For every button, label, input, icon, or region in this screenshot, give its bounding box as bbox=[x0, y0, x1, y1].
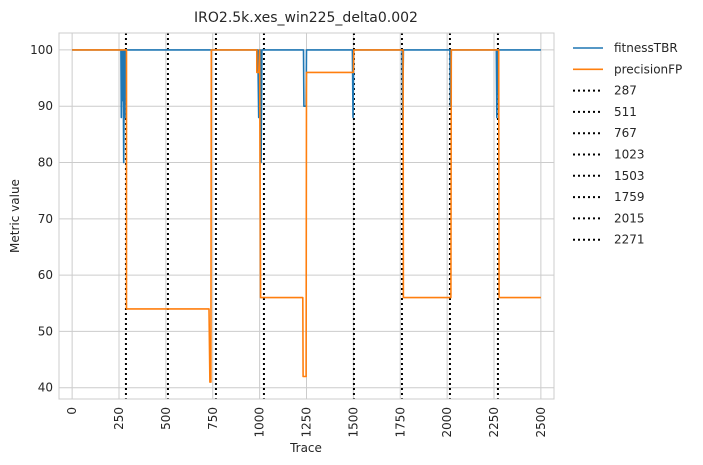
x-tick-label: 1250 bbox=[300, 407, 314, 438]
x-axis-label: Trace bbox=[289, 441, 322, 455]
x-tick-label: 1500 bbox=[346, 407, 360, 438]
x-tick-label: 1000 bbox=[253, 407, 267, 438]
legend-label-2015: 2015 bbox=[614, 211, 645, 225]
legend-label-1023: 1023 bbox=[614, 148, 645, 162]
legend-label-287: 287 bbox=[614, 84, 637, 98]
x-tick-label: 2500 bbox=[534, 407, 548, 438]
y-tick-label: 80 bbox=[38, 156, 53, 170]
legend-label-1759: 1759 bbox=[614, 190, 645, 204]
y-tick-label: 90 bbox=[38, 99, 53, 113]
y-tick-label: 100 bbox=[30, 43, 53, 57]
x-tick-label: 1750 bbox=[393, 407, 407, 438]
series-line-precisionFP bbox=[72, 49, 541, 383]
series-layer bbox=[72, 49, 541, 383]
y-tick-label: 70 bbox=[38, 212, 53, 226]
legend-label-2271: 2271 bbox=[614, 233, 645, 247]
x-tick-label: 500 bbox=[159, 407, 173, 430]
x-tick-label: 750 bbox=[206, 407, 220, 430]
x-tick-label: 2000 bbox=[440, 407, 454, 438]
y-tick-label: 50 bbox=[38, 324, 53, 338]
legend: fitnessTBR precisionFP 287 511 767 1023 1503 17… bbox=[573, 41, 682, 247]
chart-title: IRO2.5k.xes_win225_delta0.002 bbox=[194, 10, 418, 26]
series-line-fitnessTBR bbox=[72, 49, 541, 164]
legend-label-511: 511 bbox=[614, 105, 637, 119]
y-axis-label: Metric value bbox=[8, 179, 22, 253]
x-tick-label: 250 bbox=[112, 407, 126, 430]
legend-label-fitnessTBR: fitnessTBR bbox=[614, 41, 678, 55]
y-tick-label: 60 bbox=[38, 268, 53, 282]
legend-label-767: 767 bbox=[614, 126, 637, 140]
x-tick-label: 0 bbox=[65, 407, 79, 415]
plot-frame bbox=[58, 32, 555, 400]
legend-label-precisionFP: precisionFP bbox=[614, 62, 682, 76]
x-tick-label: 2250 bbox=[487, 407, 501, 438]
legend-label-1503: 1503 bbox=[614, 169, 645, 183]
y-tick-label: 40 bbox=[38, 381, 53, 395]
tick-layer: 0 250 500 750 1000 1250 1500 1750 2000 2250 2500 40… bbox=[30, 43, 548, 438]
